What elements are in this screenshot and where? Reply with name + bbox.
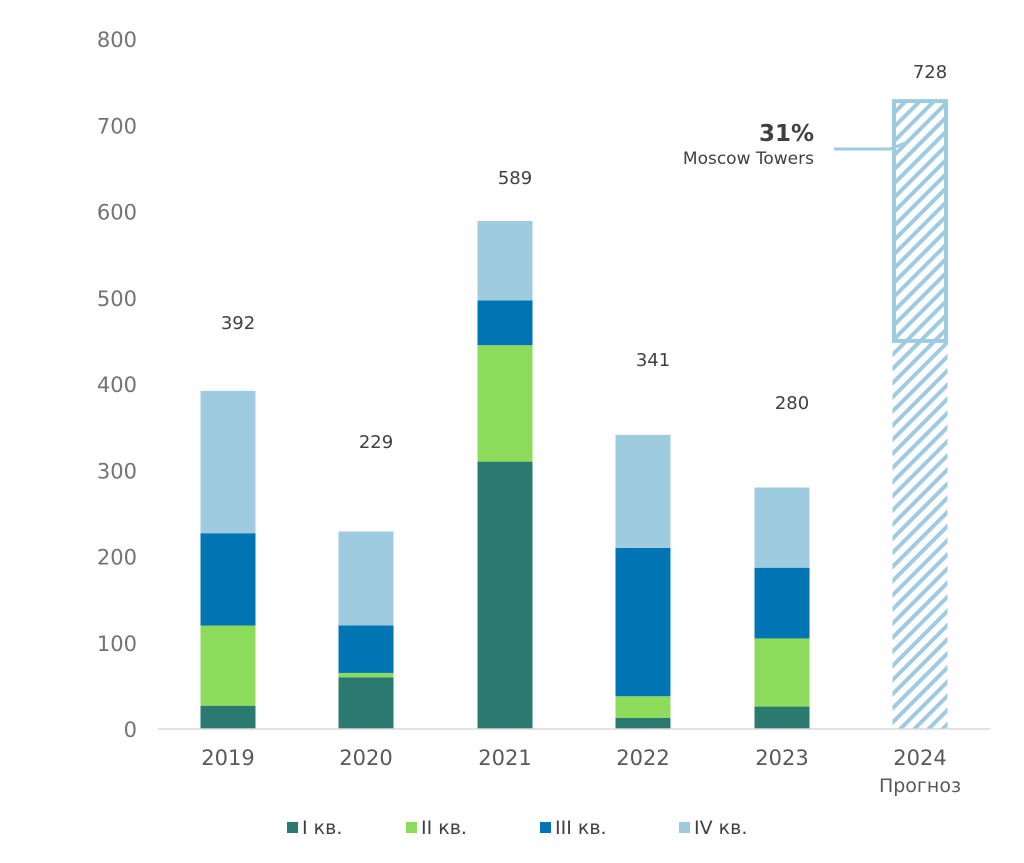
bar-segment <box>754 487 810 568</box>
total-label: 589 <box>498 168 532 189</box>
x-tick-label: 2020 <box>339 746 392 770</box>
bar-segment <box>754 706 810 729</box>
callout-name: Moscow Towers <box>683 149 814 169</box>
legend-label: I кв. <box>302 817 342 839</box>
y-tick-label: 0 <box>124 718 137 742</box>
y-tick-label: 600 <box>97 201 137 225</box>
bar-segment <box>615 696 671 718</box>
bar-segment <box>477 345 533 462</box>
bar-segment <box>754 638 810 707</box>
bar-segment <box>477 461 533 729</box>
legend-label: II кв. <box>421 817 467 839</box>
legend-label: III кв. <box>555 817 607 839</box>
bar-segment <box>615 717 671 729</box>
legend-item: III кв. <box>540 817 607 839</box>
forecast-annotation: 31%Moscow Towers <box>683 121 906 169</box>
legend-item: I кв. <box>287 817 342 839</box>
bar-segment <box>477 300 533 346</box>
legend-item: IV кв. <box>679 817 747 839</box>
y-tick-label: 300 <box>97 459 137 483</box>
bars <box>200 99 948 730</box>
bar-segment <box>200 625 256 706</box>
total-label: 728 <box>913 62 947 83</box>
x-tick-label: 2023 <box>755 746 808 770</box>
y-tick-label: 100 <box>97 632 137 656</box>
x-tick-label: 2021 <box>478 746 531 770</box>
forecast-bar <box>892 101 948 730</box>
bar-segment <box>615 434 671 548</box>
x-tick-sublabel: Прогноз <box>879 775 961 797</box>
y-tick-label: 700 <box>97 114 137 138</box>
bar-segment <box>338 677 394 729</box>
x-tick-label: 2024 <box>893 746 946 770</box>
bar-segment <box>477 220 533 301</box>
total-label: 280 <box>775 393 809 414</box>
y-tick-label: 500 <box>97 287 137 311</box>
y-tick-label: 200 <box>97 546 137 570</box>
bar-segment <box>615 547 671 697</box>
legend-swatch <box>679 822 690 833</box>
forecast-highlight-box <box>892 99 948 343</box>
bar-segment <box>200 533 256 626</box>
legend-label: IV кв. <box>694 817 747 839</box>
bar-segment <box>754 567 810 639</box>
y-tick-label: 400 <box>97 373 137 397</box>
callout-line <box>834 141 906 151</box>
callout-percent: 31% <box>759 121 814 147</box>
total-label: 229 <box>359 432 393 453</box>
legend-swatch <box>540 822 551 833</box>
x-tick-label: 2019 <box>201 746 254 770</box>
bar-segment <box>338 531 394 626</box>
bar-segment <box>338 672 394 678</box>
total-label: 392 <box>221 313 255 334</box>
total-label: 341 <box>636 350 670 371</box>
y-tick-label: 800 <box>97 28 137 52</box>
bar-segment <box>200 705 256 729</box>
legend-swatch <box>287 822 298 833</box>
bar-segment <box>200 390 256 534</box>
total-labels: 392 229 589 341 280 728 <box>221 62 947 453</box>
y-axis: 0 100 200 300 400 500 600 700 800 <box>97 28 137 742</box>
legend-swatch <box>406 822 417 833</box>
legend-item: II кв. <box>406 817 467 839</box>
x-tick-label: 2022 <box>616 746 669 770</box>
bar-segment <box>338 625 394 673</box>
legend: I кв. II кв. III кв. IV кв. <box>287 817 747 839</box>
x-axis: 2019 2020 2021 2022 2023 2024 Прогноз <box>201 746 961 797</box>
